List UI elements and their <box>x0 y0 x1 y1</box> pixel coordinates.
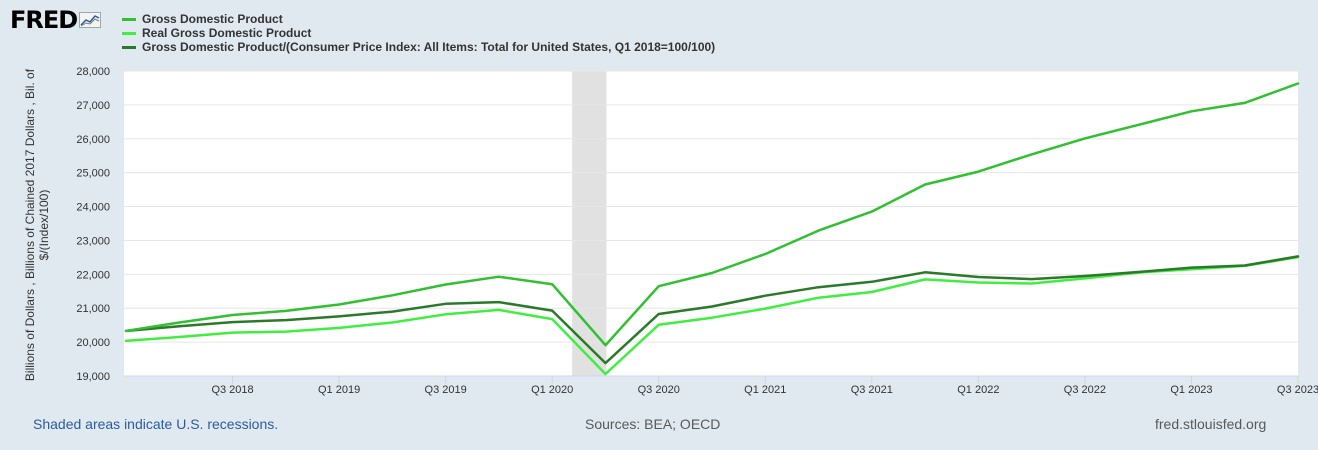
legend-swatch <box>122 45 136 49</box>
y-tick-label: 28,000 <box>76 66 110 78</box>
y-axis-title: Billions of Dollars , Billions of Chaine… <box>23 68 50 381</box>
x-tick-label: Q3 2021 <box>851 384 893 396</box>
line-chart-icon <box>79 6 102 34</box>
logo-text: FRED <box>10 6 78 34</box>
y-tick-label: 23,000 <box>76 235 110 247</box>
x-tick-label: Q3 2020 <box>638 384 680 396</box>
legend-swatch <box>122 17 136 21</box>
site-link[interactable]: fred.stlouisfed.org <box>1155 416 1267 432</box>
legend-item: Gross Domestic Product <box>122 12 715 26</box>
fred-logo[interactable]: FRED <box>10 6 102 34</box>
legend-swatch <box>122 31 136 35</box>
legend-label: Real Gross Domestic Product <box>142 26 312 40</box>
legend-label: Gross Domestic Product <box>142 12 283 26</box>
plot-area <box>124 71 1298 376</box>
y-tick-label: 26,000 <box>76 134 110 146</box>
x-tick-label: Q3 2018 <box>211 384 253 396</box>
y-axis-title-line-1: Billions of Dollars , Billions of Chaine… <box>23 68 37 381</box>
legend: Gross Domestic Product Real Gross Domest… <box>122 12 715 54</box>
legend-label: Gross Domestic Product/(Consumer Price I… <box>142 40 716 54</box>
x-tick-label: Q1 2019 <box>318 384 360 396</box>
series-line <box>124 255 1300 365</box>
series-line <box>124 255 1300 376</box>
y-tick-label: 20,000 <box>76 337 110 349</box>
line-chart: 19,000 20,000 21,000 22,000 23,000 24,000 25,0… <box>76 66 1318 396</box>
x-tick-label: Q1 2021 <box>744 384 786 396</box>
legend-item: Gross Domestic Product/(Consumer Price I… <box>122 40 715 54</box>
y-tick-label: 24,000 <box>76 202 110 214</box>
x-tick-label: Q3 2023 <box>1277 384 1318 396</box>
y-tick-label: 19,000 <box>76 371 110 383</box>
sources-text: Sources: BEA; OECD <box>585 416 721 432</box>
x-tick-label: Q3 2022 <box>1064 384 1106 396</box>
x-tick-label: Q3 2019 <box>425 384 467 396</box>
y-tick-label: 21,000 <box>76 303 110 315</box>
x-tick-label: Q1 2023 <box>1170 384 1212 396</box>
y-tick-label: 27,000 <box>76 100 110 112</box>
y-tick-label: 25,000 <box>76 168 110 180</box>
recession-note: Shaded areas indicate U.S. recessions. <box>33 416 279 432</box>
recession-band <box>572 71 607 376</box>
series-line <box>124 82 1300 347</box>
y-axis-title-line-2: $/(Index/100) <box>37 190 50 261</box>
x-tick-label: Q1 2022 <box>957 384 999 396</box>
y-tick-label: 22,000 <box>76 269 110 281</box>
x-tick-label: Q1 2020 <box>531 384 573 396</box>
legend-item: Real Gross Domestic Product <box>122 26 715 40</box>
